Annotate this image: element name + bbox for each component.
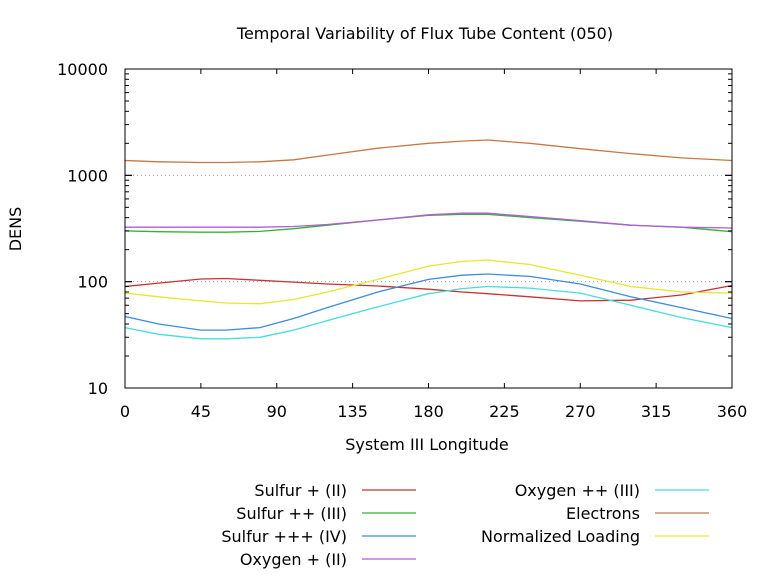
legend: Sulfur + (II) Sulfur ++ (III) Sulfur +++ (… xyxy=(221,481,709,569)
y-tick-label: 100 xyxy=(77,273,108,292)
y-tick-labels: 10 100 1000 10000 xyxy=(57,60,108,398)
series-line-sulfur-iv xyxy=(124,273,733,331)
y-tick-label: 10 xyxy=(88,379,108,398)
x-tick-labels: 0 45 90 135 180 225 270 315 360 xyxy=(120,402,747,421)
x-axis-label: System III Longitude xyxy=(345,435,509,454)
legend-label-oxygen-iii: Oxygen ++ (III) xyxy=(515,481,640,500)
series-line-sulfur-iii xyxy=(124,213,733,233)
y-tick-label: 10000 xyxy=(57,60,108,79)
x-tick-label: 0 xyxy=(120,402,130,421)
x-tick-label: 360 xyxy=(717,402,748,421)
legend-label-normalized-loading: Normalized Loading xyxy=(481,527,640,546)
series-line-oxygen-ii xyxy=(125,212,733,229)
plot-frame xyxy=(124,68,733,389)
series-line-oxygen-iii xyxy=(124,285,733,340)
x-tick-label: 315 xyxy=(641,402,672,421)
series-line-sulfur-ii xyxy=(124,277,733,302)
x-tick-label: 45 xyxy=(191,402,211,421)
x-tick-label: 90 xyxy=(267,402,287,421)
legend-label-electrons: Electrons xyxy=(566,504,640,523)
series-lines xyxy=(124,139,733,340)
x-tick-label: 225 xyxy=(489,402,520,421)
x-tick-label: 270 xyxy=(565,402,596,421)
x-tick-label: 180 xyxy=(413,402,444,421)
x-tick-label: 135 xyxy=(337,402,368,421)
axis-ticks xyxy=(124,68,733,389)
chart-title: Temporal Variability of Flux Tube Conten… xyxy=(236,24,613,43)
y-tick-label: 1000 xyxy=(67,166,108,185)
legend-label-sulfur-iii: Sulfur ++ (III) xyxy=(236,504,347,523)
legend-label-sulfur-ii: Sulfur + (II) xyxy=(254,481,347,500)
series-line-normalized-loading xyxy=(124,259,733,305)
y-axis-label: DENS xyxy=(6,207,25,252)
legend-label-sulfur-iv: Sulfur +++ (IV) xyxy=(221,527,347,546)
legend-label-oxygen-ii: Oxygen + (II) xyxy=(240,550,347,569)
series-line-electrons xyxy=(124,139,733,164)
